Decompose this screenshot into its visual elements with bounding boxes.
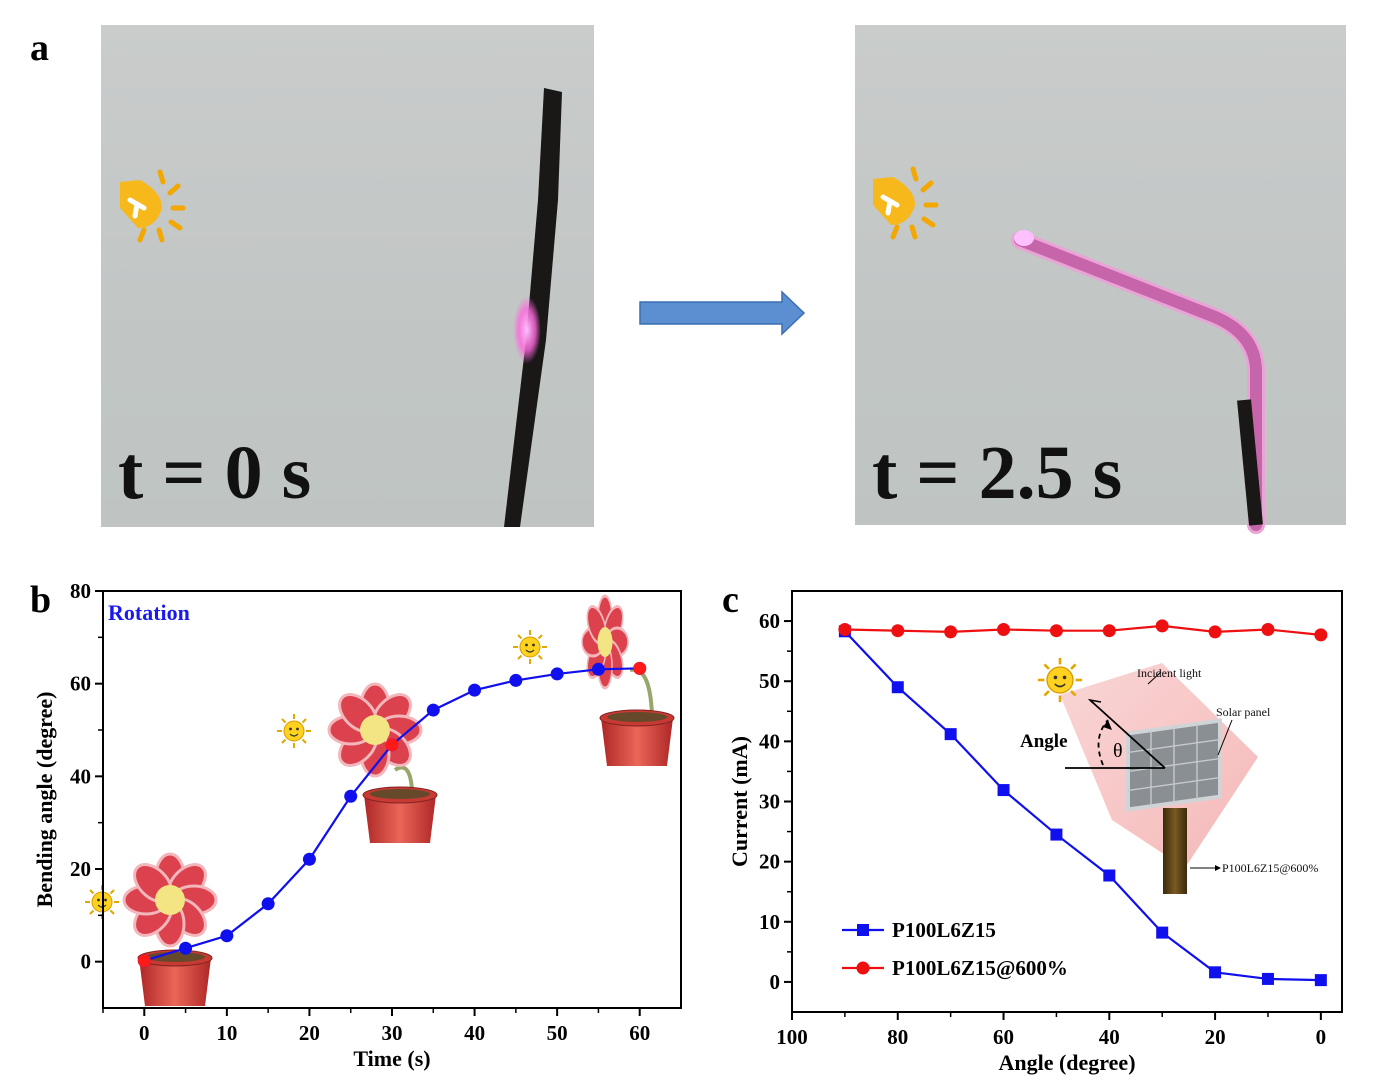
sun-icon — [276, 713, 312, 749]
photo-t0: t = 0 s — [101, 25, 594, 527]
data-point — [1103, 869, 1116, 882]
legend-label: P100L6Z15 — [892, 918, 996, 942]
x-tick-label: 60 — [993, 1025, 1014, 1049]
highlight-point — [137, 954, 151, 968]
x-axis-title: Angle (degree) — [998, 1050, 1135, 1075]
x-tick-label: 60 — [629, 1021, 650, 1045]
panel-letter-a: a — [30, 27, 49, 69]
data-point — [997, 784, 1010, 797]
flower-pot-icon — [580, 594, 675, 767]
y-axis-title: Bending angle (degree) — [32, 692, 57, 908]
data-point — [838, 622, 852, 636]
solar-panel-icon — [1126, 718, 1222, 812]
angle-label: Angle — [1020, 731, 1068, 752]
series-line-0 — [844, 630, 1321, 982]
legend-marker — [856, 961, 870, 975]
x-tick-label: 40 — [1099, 1025, 1120, 1049]
panel-letter-b: b — [30, 579, 51, 621]
data-point — [344, 789, 358, 803]
data-point — [468, 683, 482, 697]
data-point — [944, 625, 958, 639]
solar-panel-inset: θ Angle Incident light Solar panel P100L… — [1020, 656, 1318, 894]
y-tick-label: 40 — [759, 729, 780, 753]
incident-light-label: Incident light — [1137, 666, 1202, 680]
data-point — [1314, 974, 1327, 987]
data-point — [1155, 619, 1169, 633]
legend-label: P100L6Z15@600% — [892, 956, 1068, 980]
lamp-icon — [120, 169, 186, 243]
time-label-right: t = 2.5 s — [872, 431, 1122, 515]
y-tick-label: 50 — [759, 669, 780, 693]
data-point — [591, 662, 605, 676]
data-point — [426, 703, 440, 717]
x-axis-title: Time (s) — [353, 1046, 430, 1071]
plot-frame — [791, 590, 1343, 1013]
highlight-point — [633, 661, 647, 675]
y-tick-label: 60 — [759, 609, 780, 633]
y-tick-label: 0 — [81, 950, 92, 974]
y-tick-label: 10 — [759, 910, 780, 934]
data-point — [1102, 624, 1116, 638]
flower-pot-icon — [122, 852, 218, 1007]
panel-letter-c: c — [722, 579, 739, 621]
data-point — [1314, 628, 1328, 642]
data-point — [1209, 966, 1222, 979]
data-point — [302, 852, 316, 866]
highlight-point — [385, 738, 399, 752]
data-point — [220, 929, 234, 943]
right-arrow-icon — [639, 290, 806, 336]
data-point — [509, 673, 523, 687]
bent-rod — [1014, 234, 1262, 531]
pole — [1163, 808, 1187, 894]
data-point — [1261, 622, 1275, 636]
y-tick-label: 20 — [70, 857, 91, 881]
x-tick-label: 10 — [216, 1021, 237, 1045]
data-point — [550, 667, 564, 681]
data-point — [891, 681, 904, 694]
data-point — [891, 624, 905, 638]
chart-b: Rotation 0 10 20 30 40 50 60 0 20 40 60 80 Time (s) B… — [32, 579, 682, 1071]
x-tick-label: 20 — [1205, 1025, 1226, 1049]
data-point — [1050, 828, 1063, 841]
data-point — [1156, 926, 1169, 939]
x-tick-label: 80 — [887, 1025, 908, 1049]
y-tick-label: 20 — [759, 850, 780, 874]
theta-label: θ — [1113, 740, 1123, 762]
rod-tip — [1014, 230, 1034, 246]
solar-panel-label: Solar panel — [1216, 705, 1271, 719]
series-line-1 — [844, 624, 1321, 636]
photo-t2_5: t = 2.5 s — [855, 25, 1346, 534]
x-tick-label: 0 — [1316, 1025, 1327, 1049]
y-tick-label: 40 — [70, 764, 91, 788]
y-tick-label: 30 — [759, 790, 780, 814]
data-point — [1261, 972, 1274, 985]
y-axis-title: Current (mA) — [727, 736, 752, 867]
x-tick-label: 20 — [299, 1021, 320, 1045]
x-tick-label: 100 — [776, 1025, 808, 1049]
x-tick-label: 50 — [547, 1021, 568, 1045]
x-tick-label: 30 — [382, 1021, 403, 1045]
light-spot — [513, 296, 541, 364]
sample-label: P100L6Z15@600% — [1222, 861, 1318, 875]
x-tick-label: 40 — [464, 1021, 485, 1045]
flower-pot-icon — [327, 682, 438, 844]
time-label-left: t = 0 s — [118, 431, 311, 515]
sun-icon — [512, 629, 548, 665]
data-point — [1049, 624, 1063, 638]
y-tick-label: 60 — [70, 672, 91, 696]
lamp-icon — [873, 166, 939, 240]
chart-c: θ Angle Incident light Solar panel P100L… — [727, 590, 1343, 1075]
data-point — [261, 897, 275, 911]
data-point — [944, 728, 957, 741]
data-point — [997, 622, 1011, 636]
data-point — [1208, 625, 1222, 639]
y-tick-label: 80 — [70, 579, 91, 603]
data-point — [179, 941, 193, 955]
legend-marker — [857, 924, 869, 936]
rotation-annotation: Rotation — [108, 600, 190, 625]
y-tick-label: 0 — [770, 970, 781, 994]
x-tick-label: 0 — [139, 1021, 150, 1045]
sun-icon — [1036, 656, 1084, 704]
